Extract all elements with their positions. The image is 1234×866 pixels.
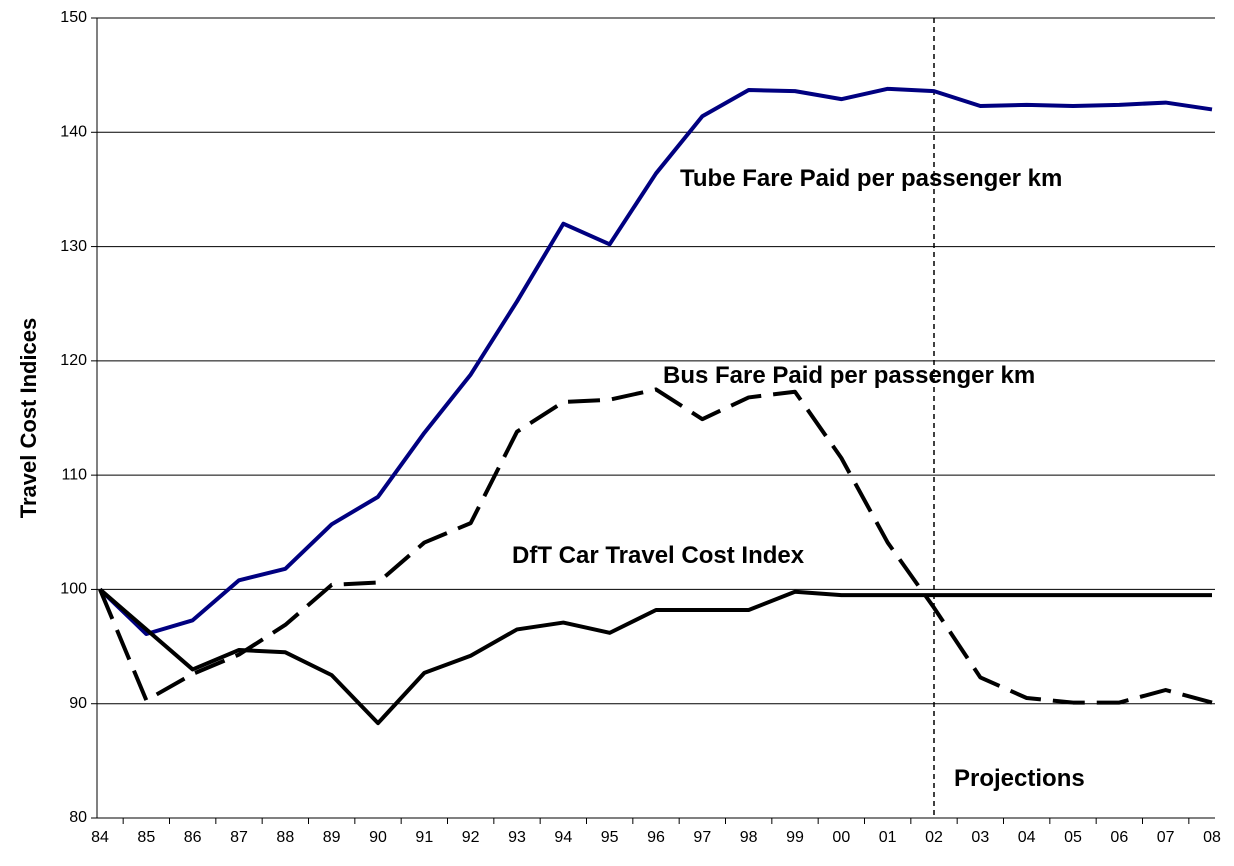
x-tick-label: 02 [925,829,943,846]
x-tick-label: 96 [647,829,665,846]
y-tick-label: 140 [60,124,87,141]
x-tick-label: 97 [693,829,711,846]
series-line [98,387,1213,705]
x-tick-label: 99 [786,829,804,846]
x-tick-label: 07 [1157,829,1175,846]
x-tick-label: 06 [1110,829,1128,846]
projection-label: Projections [954,765,1085,792]
x-tick-label: 84 [91,829,109,846]
y-tick-label: 90 [69,695,87,712]
y-tick-label: 80 [69,809,87,826]
series-label: DfT Car Travel Cost Index [512,542,805,569]
series-label: Bus Fare Paid per passenger km [663,362,1035,389]
x-tick-label: 05 [1064,829,1082,846]
y-tick-label: 130 [60,238,87,255]
x-tick-label: 87 [230,829,248,846]
x-tick-label: 08 [1203,829,1221,846]
x-tick-label: 93 [508,829,526,846]
x-tick-label: 00 [832,829,850,846]
x-tick-label: 88 [276,829,294,846]
x-tick-label: 01 [879,829,897,846]
y-axis-label: Travel Cost Indices [16,318,41,519]
series-label: Tube Fare Paid per passenger km [680,165,1062,192]
y-tick-label: 110 [61,466,87,483]
x-tick-label: 03 [971,829,989,846]
x-tick-label: 92 [462,829,480,846]
x-tick-label: 86 [184,829,202,846]
series-line [98,587,1212,726]
series-line [98,86,1213,636]
x-tick-label: 85 [137,829,155,846]
x-tick-label: 90 [369,829,387,846]
y-tick-label: 100 [60,581,87,598]
y-tick-label: 150 [60,9,87,26]
x-tick-label: 95 [601,829,619,846]
x-tick-label: 89 [323,829,341,846]
x-tick-label: 04 [1018,829,1036,846]
x-tick-label: 91 [415,829,433,846]
x-tick-label: 94 [554,829,572,846]
y-tick-label: 120 [60,352,87,369]
x-tick-label: 98 [740,829,758,846]
